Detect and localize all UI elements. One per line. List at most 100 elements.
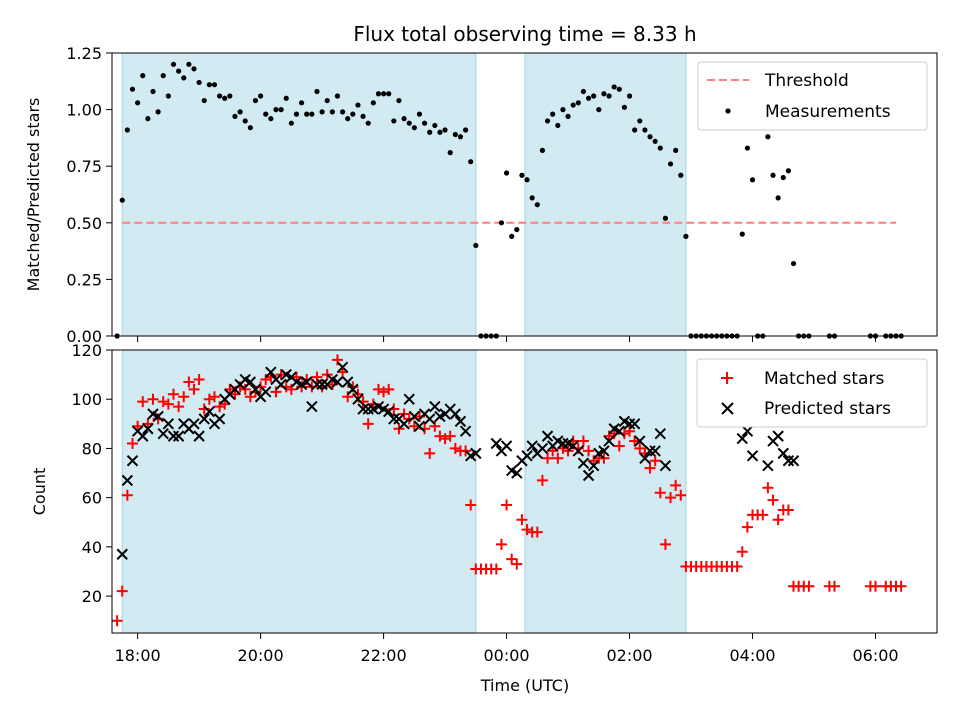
measurement-point (534, 202, 540, 208)
measurement-point (468, 159, 474, 165)
measurement-point (667, 161, 674, 167)
measurement-point (550, 111, 556, 117)
measurement-point (616, 86, 622, 92)
predicted-star-point (423, 413, 436, 425)
matched-star-point (629, 435, 641, 447)
predicted-star-point (577, 457, 590, 469)
matched-star-point (536, 474, 548, 486)
matched-star-point (111, 615, 123, 627)
predicted-star-point (306, 400, 318, 413)
legend-predicted-label: Predicted stars (764, 399, 891, 419)
predicted-star-point (572, 445, 585, 457)
measurement-point (785, 168, 791, 174)
measurement-point (365, 120, 371, 126)
matched-star-point (762, 482, 774, 494)
measurement-point (642, 127, 648, 133)
measurement-point (304, 111, 310, 117)
measurement-point (309, 111, 315, 117)
measurement-point (749, 177, 756, 183)
measurement-point (140, 73, 146, 79)
bottom-legend-frame (696, 358, 928, 428)
measurement-point (406, 120, 412, 126)
measurement-point (350, 111, 356, 117)
bottom-x-tick-label: 02:00 (606, 646, 652, 665)
measurement-point (314, 88, 320, 95)
measurement-point (160, 73, 166, 79)
predicted-star-point (383, 405, 395, 418)
top-legend-frame (697, 61, 928, 131)
matched-star-point (767, 494, 779, 506)
top-shaded-interval (122, 53, 476, 336)
predicted-star-point (736, 432, 748, 445)
predicted-star-point (408, 410, 421, 423)
predicted-star-point (746, 450, 759, 462)
matched-star-point (501, 499, 513, 511)
measurement-point (211, 82, 218, 88)
measurement-point (611, 84, 617, 90)
predicted-star-point (541, 430, 554, 442)
measurement-point (683, 233, 689, 239)
measurement-point (427, 129, 433, 135)
measurement-point (421, 120, 428, 126)
measurement-point (247, 125, 253, 131)
measurement-point (129, 86, 136, 92)
matched-star-point (449, 442, 461, 454)
matched-star-point (552, 452, 564, 464)
predicted-star-point (331, 376, 344, 388)
legend-threshold-label: Threshold (764, 71, 849, 91)
measurement-point (678, 172, 684, 178)
matched-star-point (634, 442, 646, 454)
matched-star-point (147, 393, 159, 405)
predicted-star-point (587, 459, 600, 472)
measurement-point (339, 109, 346, 115)
measurement-point (544, 118, 551, 124)
measurement-point (288, 120, 294, 126)
matched-star-point (203, 393, 215, 405)
bottom-y-tick-label: 40 (82, 538, 102, 557)
matched-star-point (521, 524, 533, 536)
predicted-star-point (301, 376, 313, 388)
measurement-point (170, 61, 177, 67)
top-y-tick-label: 1.25 (66, 44, 102, 63)
measurement-point (780, 174, 786, 181)
matched-star-point (490, 563, 502, 575)
predicted-star-point (634, 435, 646, 447)
matched-star-point (460, 445, 472, 457)
bottom-y-tick-label: 120 (71, 341, 102, 360)
predicted-star-point (741, 425, 754, 437)
measurement-point (145, 116, 151, 122)
measurement-point (473, 242, 479, 249)
predicted-star-point (249, 383, 262, 396)
bottom-x-tick-label: 00:00 (484, 646, 530, 665)
matched-star-point (126, 438, 138, 450)
matched-star-point (803, 580, 815, 592)
matched-star-point (121, 489, 133, 501)
predicted-star-point (398, 418, 410, 430)
top-x-ticks (137, 336, 877, 342)
measurement-point (329, 109, 335, 115)
matched-star-point (173, 401, 185, 413)
measurement-point (662, 215, 669, 221)
matched-star-point (829, 580, 841, 592)
measurement-point (739, 231, 745, 237)
measurement-point (124, 127, 130, 133)
predicted-star-point (213, 413, 226, 425)
matched-star-point (495, 538, 507, 550)
legend-measurements-swatch (725, 108, 731, 114)
predicted-star-point (362, 403, 374, 415)
measurement-point (196, 79, 202, 86)
predicted-star-point (203, 405, 216, 418)
measurement-point (386, 91, 392, 97)
matched-star-point (372, 383, 384, 395)
matched-star-point (511, 558, 523, 570)
matched-star-point (772, 514, 784, 526)
legend-matched-label: Matched stars (764, 369, 884, 389)
measurement-point (237, 109, 243, 115)
top-axes-frame (111, 52, 938, 337)
predicted-star-point (244, 376, 257, 388)
predicted-star-point (459, 425, 472, 437)
predicted-star-point (526, 440, 538, 452)
predicted-star-point (357, 403, 369, 415)
bottom-y-ticks: 20 40 60 80 100 120 (71, 341, 112, 606)
measurement-point (462, 127, 469, 133)
